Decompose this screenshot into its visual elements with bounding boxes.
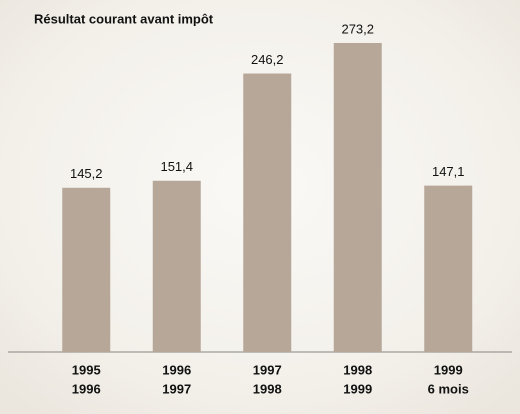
bar [333,43,382,352]
x-tick-label: 1998 [253,381,282,396]
x-tick-label: 1999 [434,362,463,377]
bar [424,185,473,352]
x-tick-label: 1999 [343,381,372,396]
data-label: 147,1 [432,164,465,179]
x-tick-label: 1995 [72,362,101,377]
x-tick-label: 1996 [162,362,191,377]
x-tick-label: 1998 [343,362,372,377]
x-tick-label: 6 mois [428,381,469,396]
x-tick-label: 1997 [162,381,191,396]
x-tick-label: 1996 [72,381,101,396]
bar [62,187,111,352]
bar [243,73,292,352]
bar [152,180,201,352]
x-tick-label: 1997 [253,362,282,377]
data-label: 246,2 [251,52,284,67]
data-label: 151,4 [160,159,193,174]
data-label: 145,2 [70,166,103,181]
data-label: 273,2 [341,21,374,36]
chart-title: Résultat courant avant impôt [34,11,214,26]
